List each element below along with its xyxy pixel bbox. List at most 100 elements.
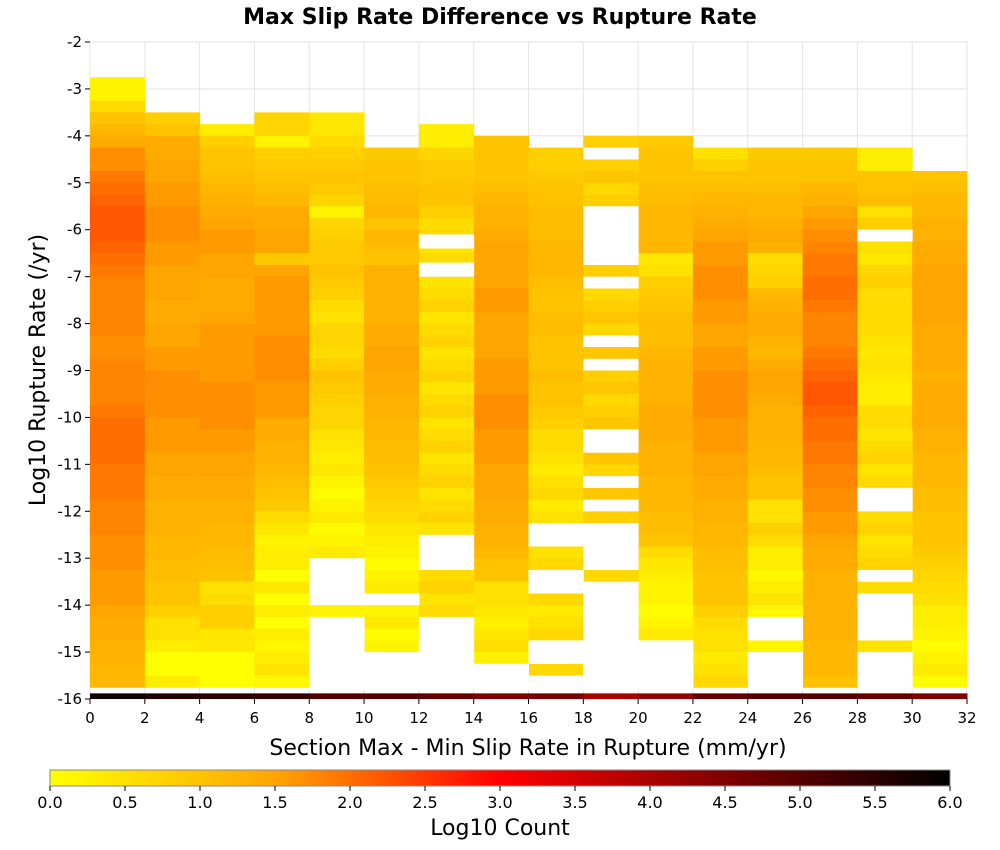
heatmap-cell [418, 464, 475, 477]
heatmap-cell [199, 276, 255, 289]
heatmap-cell [254, 311, 310, 325]
heatmap-cell [90, 253, 146, 266]
heatmap-cell [254, 464, 310, 477]
heatmap-cell [747, 288, 804, 301]
heatmap-cell [912, 276, 968, 289]
heatmap-cell [309, 534, 365, 547]
heatmap-cell [199, 206, 255, 219]
heatmap-cell [912, 347, 968, 360]
y-tick-label: -9 [67, 362, 82, 380]
heatmap-cell [747, 487, 804, 501]
heatmap-cell [802, 663, 858, 677]
heatmap-cell [90, 335, 146, 348]
heatmap-cell [144, 593, 201, 606]
heatmap-cell [364, 476, 420, 489]
heatmap-cell [144, 241, 201, 254]
empty-bin [309, 616, 365, 690]
heatmap-cell [802, 311, 858, 325]
heatmap-cell [692, 440, 749, 454]
heatmap-cell [912, 546, 968, 559]
heatmap-cell [802, 264, 858, 278]
heatmap-cell [144, 511, 201, 524]
heatmap-cell [528, 147, 584, 160]
heatmap-cell [473, 264, 529, 278]
heatmap-cell [802, 628, 858, 641]
heatmap-cell [528, 311, 584, 325]
heatmap-cell [144, 229, 201, 242]
y-tick-label: -6 [67, 221, 82, 239]
heatmap-cell [583, 393, 639, 407]
heatmap-cell [144, 546, 201, 559]
colorbar [49, 769, 951, 787]
heatmap-cell [418, 253, 475, 266]
heatmap-cell [90, 300, 146, 313]
x-tick-label: 10 [355, 709, 374, 727]
heatmap-cell [473, 616, 529, 630]
heatmap-cell [364, 558, 420, 571]
heatmap-cell [309, 288, 365, 301]
heatmap-cell [912, 581, 968, 594]
heatmap-cell [583, 382, 639, 395]
heatmap-cell [583, 347, 639, 360]
empty-bin [309, 558, 365, 606]
heatmap-cell [747, 217, 804, 231]
heatmap-cell [254, 675, 310, 688]
heatmap-cell [90, 370, 146, 383]
heatmap-cell [309, 347, 365, 360]
heatmap-cell [747, 241, 804, 254]
heatmap-cell [912, 499, 968, 512]
heatmap-cell [254, 253, 310, 266]
colorbar-ticks: 0.0 0.5 1.0 1.5 2.0 2.5 3.0 3.5 4.0 4.5 5.0 5.5 6.0 [37, 786, 963, 812]
empty-bin [418, 262, 475, 277]
heatmap-cell [418, 358, 475, 371]
heatmap-cell [364, 300, 420, 313]
heatmap-cell [912, 370, 968, 383]
heatmap-cell [199, 159, 255, 172]
heatmap-cell [144, 523, 201, 536]
heatmap-cell [418, 135, 475, 149]
heatmap-cell [364, 159, 420, 172]
heatmap-cell [528, 605, 584, 618]
heatmap-cell [528, 616, 584, 630]
heatmap-cell [144, 217, 201, 231]
heatmap-cell [473, 159, 529, 172]
heatmap-cell [309, 206, 365, 219]
heatmap-cell [418, 499, 475, 512]
heatmap-cell [364, 616, 420, 630]
heatmap-cell [857, 358, 913, 371]
heatmap-cell [90, 135, 146, 149]
heatmap-cell [912, 429, 968, 442]
heatmap-cell [254, 171, 310, 184]
colorbar-tick-label: 2.5 [412, 793, 437, 812]
heatmap-cell [528, 370, 584, 383]
heatmap-cell [473, 217, 529, 231]
heatmap-cell [912, 417, 968, 430]
heatmap-cell [528, 264, 584, 278]
heatmap-cell [144, 476, 201, 489]
heatmap-cell [199, 523, 255, 536]
colorbar-tick-label: 1.0 [187, 793, 212, 812]
heatmap-cell [692, 499, 749, 512]
heatmap-cell [364, 569, 420, 583]
heatmap-cell [364, 217, 420, 231]
heatmap-cell [638, 335, 694, 348]
heatmap-cell [473, 382, 529, 395]
heatmap-cell [528, 358, 584, 371]
heatmap-cell [254, 640, 310, 653]
heatmap-cell [254, 194, 310, 207]
empty-bin [583, 499, 639, 512]
x-tick-label: 32 [957, 709, 976, 727]
heatmap-cell [747, 159, 804, 172]
heatmap-cell [199, 288, 255, 301]
heatmap-cell [90, 452, 146, 465]
heatmap-cell [309, 393, 365, 407]
heatmap-cell [473, 323, 529, 336]
heatmap-cell [692, 546, 749, 559]
heatmap-cell [583, 569, 639, 583]
heatmap-cell [857, 464, 913, 477]
heatmap-cell [144, 135, 201, 149]
heatmap-cell [473, 393, 529, 407]
heatmap-cell [802, 159, 858, 172]
heatmap-cell [747, 464, 804, 477]
heatmap-cell [144, 452, 201, 465]
